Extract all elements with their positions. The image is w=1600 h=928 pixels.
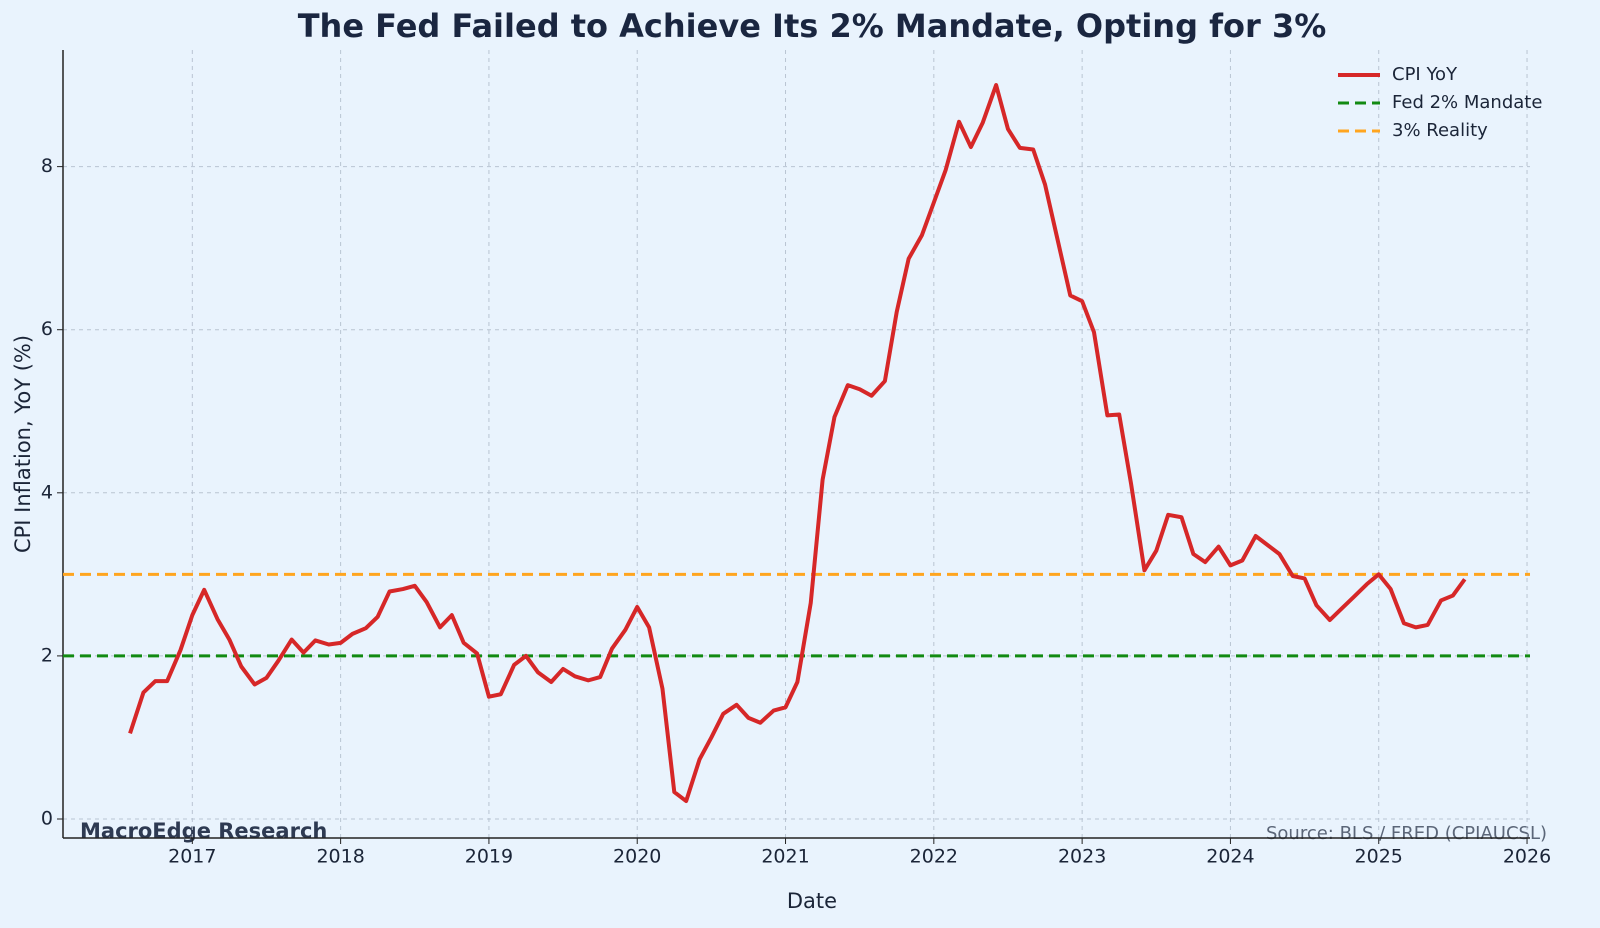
- watermark: MacroEdge Research: [80, 819, 327, 843]
- y-tick-label: 4: [41, 481, 53, 503]
- y-tick-label: 8: [41, 155, 53, 177]
- x-tick-label: 2025: [1355, 846, 1403, 868]
- y-axis-label: CPI Inflation, YoY (%): [11, 335, 35, 553]
- chart-title: The Fed Failed to Achieve Its 2% Mandate…: [298, 7, 1327, 45]
- x-tick-label: 2021: [761, 846, 809, 868]
- x-tick-label: 2017: [168, 846, 216, 868]
- x-axis-label: Date: [787, 889, 837, 913]
- legend-label: CPI YoY: [1392, 64, 1458, 85]
- source-note: Source: BLS / FRED (CPIAUCSL): [1266, 823, 1547, 844]
- x-tick-label: 2020: [613, 846, 661, 868]
- x-tick-label: 2019: [465, 846, 513, 868]
- x-tick-label: 2024: [1206, 846, 1254, 868]
- y-tick-label: 6: [41, 318, 53, 340]
- x-tick-label: 2026: [1503, 846, 1551, 868]
- x-tick-label: 2018: [316, 846, 364, 868]
- x-tick-label: 2023: [1058, 846, 1106, 868]
- y-tick-label: 2: [41, 644, 53, 666]
- legend-label: Fed 2% Mandate: [1392, 92, 1542, 113]
- legend-label: 3% Reality: [1392, 120, 1488, 141]
- data-line: [128, 83, 1467, 804]
- y-tick-label: 0: [41, 807, 53, 829]
- x-tick-label: 2022: [910, 846, 958, 868]
